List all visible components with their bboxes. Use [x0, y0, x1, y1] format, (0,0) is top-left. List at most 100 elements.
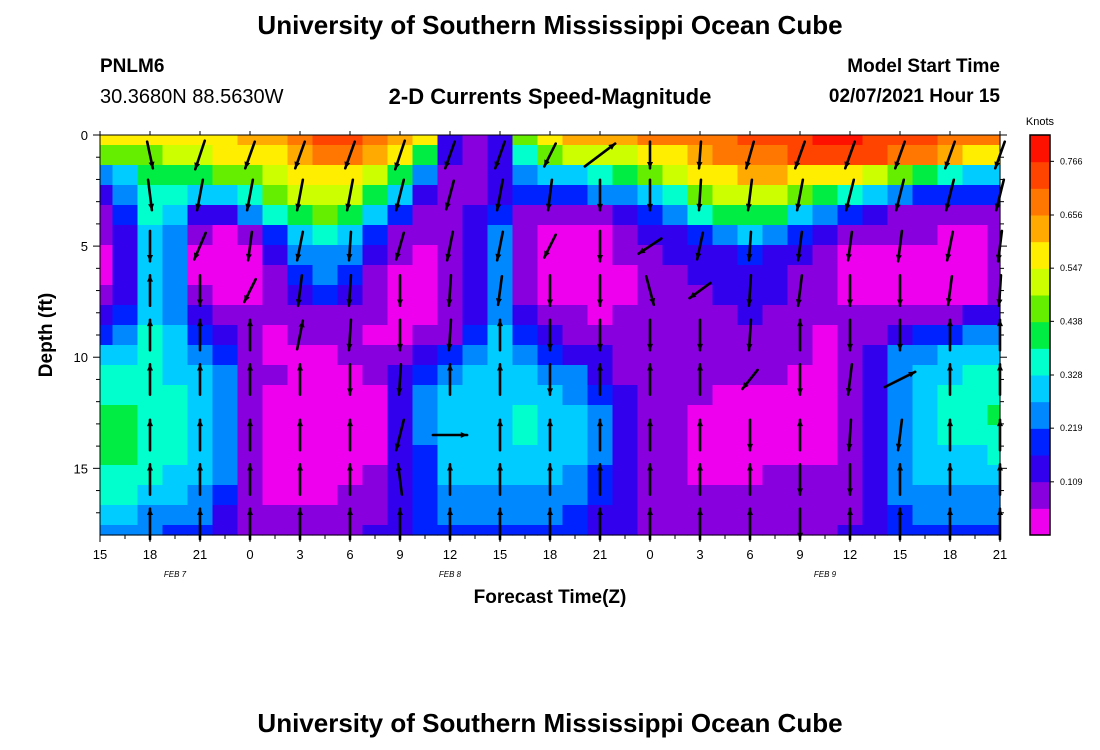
heat-cell — [562, 325, 589, 346]
heat-cell — [612, 505, 639, 526]
heat-cell — [137, 165, 164, 186]
heat-cell — [237, 405, 264, 426]
heat-cell — [962, 145, 989, 166]
heat-cell — [612, 225, 639, 246]
heat-cell — [462, 345, 489, 366]
x-tick-label: 18 — [543, 547, 557, 562]
current-vector — [345, 178, 355, 212]
heat-cell — [762, 525, 789, 536]
heat-cell — [362, 245, 389, 266]
current-vector — [596, 178, 604, 212]
heat-cell — [412, 305, 439, 326]
heat-cell — [362, 445, 389, 466]
current-vector — [246, 418, 254, 452]
heat-cell — [237, 135, 264, 146]
heat-cell — [612, 485, 639, 506]
heat-cell — [462, 405, 489, 426]
heat-cell — [112, 505, 139, 526]
current-vector — [646, 318, 654, 352]
heat-cell — [712, 505, 739, 526]
current-vector — [145, 140, 155, 170]
heat-cell — [162, 185, 189, 206]
heat-cell — [637, 245, 664, 266]
heat-cell — [962, 305, 989, 326]
current-vector — [243, 140, 257, 170]
heat-cell — [562, 425, 589, 446]
heat-cell — [237, 165, 264, 186]
colorbar-swatch — [1030, 321, 1050, 349]
heat-cell — [187, 135, 214, 146]
y-tick-label: 0 — [81, 128, 88, 143]
heat-cell — [312, 135, 339, 146]
current-vector — [893, 140, 907, 170]
heat-cell — [387, 445, 414, 466]
heat-cell — [537, 305, 564, 326]
heat-cell — [112, 385, 139, 406]
heat-cell — [412, 345, 439, 366]
heat-cell — [912, 525, 939, 536]
heat-cell — [862, 305, 889, 326]
colorbar-tick-label: 0.219 — [1060, 423, 1083, 433]
heat-cell — [662, 345, 689, 366]
heat-cell — [562, 245, 589, 266]
current-vector — [496, 462, 504, 496]
x-tick-label: 0 — [646, 547, 653, 562]
heat-cell — [812, 485, 839, 506]
heat-cell — [962, 265, 989, 286]
x-tick-label: 12 — [443, 547, 457, 562]
heat-cell — [162, 505, 189, 526]
heat-cell — [612, 205, 639, 226]
heat-cell — [812, 325, 839, 346]
heat-cell — [737, 165, 764, 186]
current-vector — [844, 178, 856, 212]
heat-cell — [512, 325, 539, 346]
heat-cell — [987, 445, 1001, 466]
heat-cell — [100, 325, 114, 346]
heat-cell — [837, 135, 864, 146]
current-vector — [583, 142, 617, 168]
heat-cell — [537, 165, 564, 186]
x-tick-label: 3 — [696, 547, 703, 562]
heat-cell — [887, 405, 914, 426]
heat-cell — [437, 305, 464, 326]
heat-cell — [187, 445, 214, 466]
heat-cell — [162, 225, 189, 246]
heat-cell — [987, 425, 1001, 446]
heat-cell — [862, 385, 889, 406]
heat-cell — [662, 285, 689, 306]
heat-cell — [962, 405, 989, 426]
heat-cell — [762, 345, 789, 366]
heat-cell — [662, 145, 689, 166]
heat-cell — [100, 265, 114, 286]
current-vector — [396, 318, 404, 352]
current-vector — [746, 418, 754, 452]
heat-cell — [362, 305, 389, 326]
heat-cell — [762, 425, 789, 446]
heat-cell — [312, 205, 339, 226]
heat-cell — [187, 345, 214, 366]
current-vector — [193, 231, 207, 261]
heat-cell — [487, 135, 514, 146]
heat-cell — [100, 505, 114, 526]
heat-cell — [912, 485, 939, 506]
heat-cell — [637, 265, 664, 286]
heat-cell — [287, 205, 314, 226]
heat-cell — [312, 525, 339, 536]
heat-cell — [462, 285, 489, 306]
heat-cell — [787, 405, 814, 426]
current-vector — [846, 462, 854, 496]
heat-cell — [162, 145, 189, 166]
current-vector — [796, 418, 804, 452]
current-vector — [396, 274, 404, 308]
heat-cell — [312, 325, 339, 346]
heat-cell — [962, 445, 989, 466]
heat-cell — [887, 385, 914, 406]
heat-cell — [262, 265, 289, 286]
heat-cell — [412, 205, 439, 226]
current-vector — [446, 318, 453, 352]
heat-cell — [362, 265, 389, 286]
heat-cell — [362, 135, 389, 146]
heat-cell — [887, 305, 914, 326]
heat-cell — [562, 485, 589, 506]
heat-cell — [787, 345, 814, 366]
